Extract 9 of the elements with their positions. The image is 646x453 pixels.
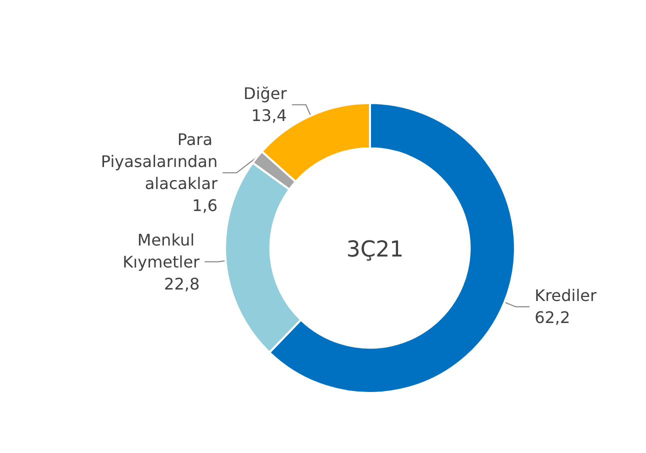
slice-label: Krediler bbox=[534, 286, 598, 306]
text: 3Ç21 bbox=[346, 238, 404, 262]
data-label: 22,8 bbox=[164, 274, 200, 294]
slice-label: Diğer bbox=[244, 84, 288, 104]
slice-label: Menkul Kıymetler bbox=[122, 230, 200, 272]
data-label: 13,4 bbox=[251, 106, 287, 126]
data-label: 1,6 bbox=[192, 196, 218, 216]
data-label: 62,2 bbox=[534, 308, 570, 328]
slice-label: Para Piyasalarından alacaklar bbox=[100, 130, 218, 194]
